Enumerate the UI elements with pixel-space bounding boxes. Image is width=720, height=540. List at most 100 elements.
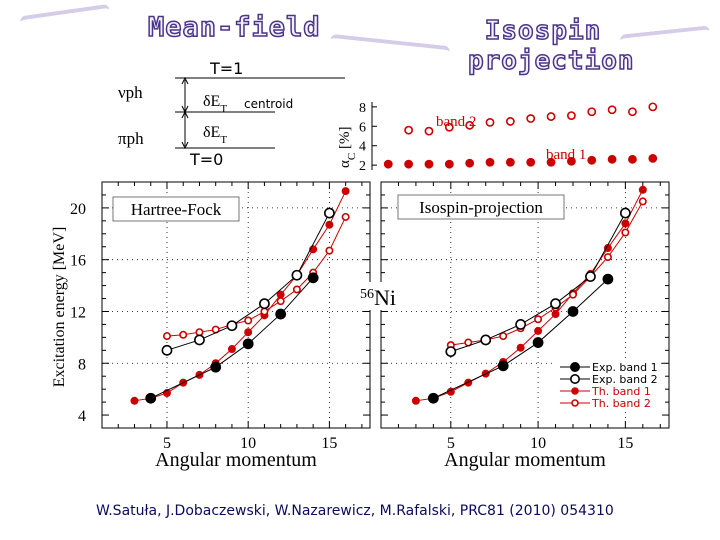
alpha-c-point — [526, 157, 536, 167]
data-point-exp-band-1 — [275, 308, 287, 320]
series-line-exp-band-2 — [450, 212, 626, 353]
data-point-exp-band-1 — [602, 273, 614, 285]
x-tick-label: 5 — [447, 435, 455, 452]
band-2-annotation: band 2 — [436, 114, 476, 130]
legend-marker — [571, 399, 579, 407]
centroid-label: centroid — [244, 97, 293, 111]
alpha-c-point — [546, 112, 556, 121]
alpha-c-point — [383, 159, 393, 169]
data-point-th-band-1 — [638, 185, 647, 194]
alpha-c-point — [444, 122, 454, 132]
legend-marker — [569, 373, 580, 384]
alpha-c-point — [526, 114, 536, 123]
data-point-th-band-2 — [341, 212, 350, 221]
alpha-c-tick-label: 2 — [359, 159, 366, 174]
alpha-c-point — [505, 117, 515, 126]
y-tick-label: 12 — [70, 304, 86, 321]
data-point-th-band-1 — [325, 220, 334, 229]
y-tick-label: 8 — [78, 356, 86, 373]
citation: W.Satuła, J.Dobaczewski, W.Nazarewicz, M… — [96, 503, 614, 519]
alpha-c-point — [424, 126, 434, 136]
data-point-th-band-1 — [534, 326, 543, 335]
data-point-exp-band-1 — [497, 360, 509, 372]
isospin-projection-label: Isospin-projection — [419, 198, 543, 217]
data-point-exp-band-2 — [445, 346, 457, 358]
alpha-c-point — [546, 157, 556, 167]
pi-ph-label: πph — [118, 129, 144, 148]
y-tick-label: 16 — [70, 253, 86, 270]
data-point-exp-band-2 — [515, 319, 527, 330]
alpha-c-point — [465, 158, 475, 168]
data-point-th-band-1 — [551, 310, 560, 319]
series-line-th-band-2 — [450, 201, 644, 346]
mean-field-title: Mean-field — [147, 11, 321, 44]
alpha-c-point — [587, 155, 597, 165]
data-point-th-band-1 — [130, 396, 139, 405]
data-point-exp-band-2 — [194, 334, 205, 346]
alpha-c-axis-label: αC [%] — [337, 127, 358, 168]
data-point-th-band-2 — [195, 328, 204, 337]
data-point-th-band-2 — [260, 307, 269, 316]
level-scheme: T=1 T=0 νph πph δET δET centroid — [118, 59, 345, 169]
data-point-th-band-2 — [179, 330, 188, 339]
band-1-annotation: band 1 — [546, 147, 586, 163]
x-tick-label: 10 — [530, 435, 546, 452]
alpha-c-point — [424, 159, 434, 169]
t1-level-label: T=1 — [209, 59, 243, 78]
data-point-exp-band-2 — [480, 334, 492, 346]
alpha-c-point — [567, 111, 576, 120]
data-point-th-band-2 — [292, 285, 301, 294]
alpha-c-point — [404, 125, 414, 135]
alpha-c-point — [607, 105, 617, 115]
data-point-th-band-2 — [534, 315, 543, 324]
series-line-th-band-2 — [166, 216, 347, 337]
data-point-th-band-1 — [227, 345, 236, 354]
data-point-th-band-2 — [276, 297, 285, 306]
delta-et-upper: δET — [203, 93, 227, 115]
data-point-exp-band-1 — [532, 337, 544, 348]
data-point-th-band-2 — [325, 246, 334, 255]
alpha-c-point — [648, 153, 658, 163]
alpha-c-panel: 2 4 6 8αC [%] band 2 band 1 — [337, 101, 658, 174]
data-point-exp-band-1 — [427, 392, 439, 404]
data-point-exp-band-2 — [619, 207, 631, 219]
hartree-fock-label-box — [112, 196, 240, 222]
series-line-th-band-1 — [134, 190, 347, 402]
alpha-c-point — [628, 154, 637, 164]
delta-et-lower: δET — [203, 124, 227, 146]
legend-label: Exp. band 2 — [592, 373, 658, 386]
x-tick-label: 15 — [617, 435, 633, 452]
data-point-th-band-1 — [244, 328, 253, 337]
isospin-projection-label-box — [397, 194, 565, 220]
nu-ph-label: νph — [118, 83, 143, 102]
legend-marker — [569, 361, 580, 372]
data-point-exp-band-2 — [291, 269, 303, 281]
data-point-th-band-2 — [499, 332, 508, 341]
x-tick-label: 15 — [321, 435, 337, 452]
nucleus-label-bg — [357, 282, 427, 310]
data-point-exp-band-2 — [161, 344, 173, 356]
data-point-exp-band-1 — [307, 272, 319, 284]
legend-label: Th. band 2 — [591, 397, 651, 410]
legend-label: Th. band 1 — [591, 385, 651, 398]
data-point-th-band-1 — [276, 290, 285, 299]
alpha-c-point — [465, 120, 475, 130]
data-point-th-band-2 — [244, 316, 253, 325]
x-axis-label: Angular momentum — [444, 449, 606, 471]
alpha-c-point — [628, 107, 637, 117]
isospin-projection-title: Isospin projection — [467, 15, 635, 77]
x-tick-label: 10 — [240, 435, 256, 452]
alpha-c-point — [404, 159, 414, 169]
data-point-th-band-2 — [603, 253, 612, 262]
alpha-c-tick-label: 6 — [359, 120, 366, 135]
series-line-exp-band-2 — [166, 212, 330, 351]
t0-level-label: T=0 — [189, 150, 223, 169]
alpha-c-point — [505, 157, 515, 167]
data-point-th-band-2 — [638, 197, 647, 206]
data-point-exp-band-1 — [210, 361, 222, 373]
data-point-th-band-2 — [568, 290, 577, 299]
alpha-c-tick-label: 8 — [359, 101, 366, 116]
